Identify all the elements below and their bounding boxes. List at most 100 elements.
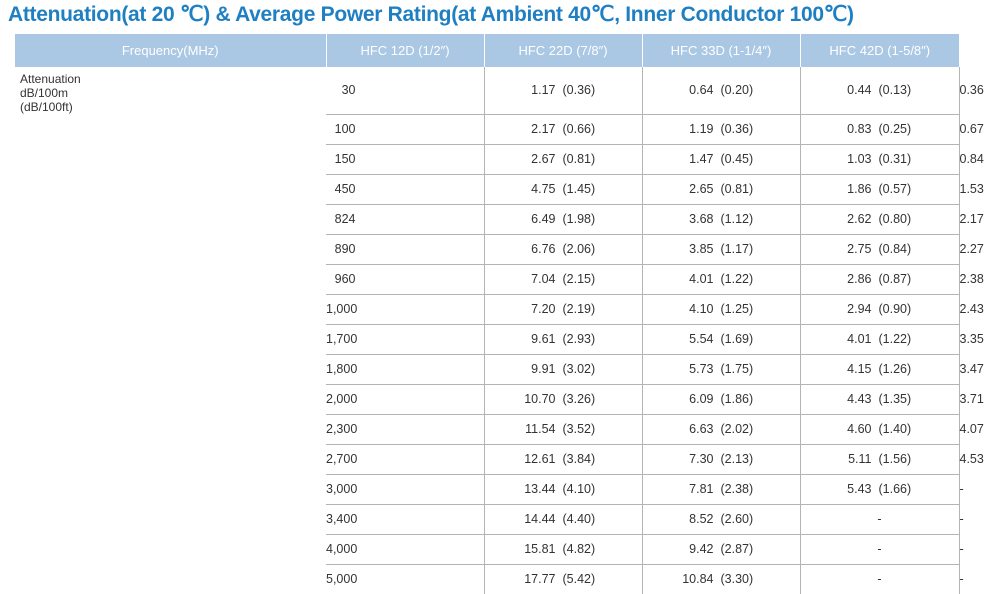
row-label-cell xyxy=(15,414,326,444)
value-cell-hfc-33d: - xyxy=(799,504,959,535)
table-row: 4,000 15.81 (4.82) 9.42 (2.87) - - xyxy=(15,534,964,565)
attenuation-db-per-100m: 7.04 xyxy=(531,272,556,286)
column-header-hfc-12d: HFC 12D (1/2″) xyxy=(326,34,485,67)
frequency-cell: 100 xyxy=(326,114,484,145)
attenuation-db-per-100m: 1.53 xyxy=(959,182,984,196)
frequency-cell: 824 xyxy=(326,204,484,235)
column-header-hfc-33d: HFC 33D (1-1/4″) xyxy=(642,34,801,67)
row-label-line-unit-metric: dB/100m xyxy=(20,86,69,100)
attenuation-db-per-100ft: (3.30) xyxy=(720,572,754,587)
row-label-cell: Attenuation dB/100m (dB/100ft) xyxy=(15,67,326,114)
attenuation-db-per-100m: 0.36 xyxy=(959,83,984,98)
attenuation-db-per-100m: 5.73 xyxy=(689,362,714,376)
row-label-cell xyxy=(15,234,326,264)
attenuation-db-per-100ft: (1.22) xyxy=(720,272,754,286)
frequency-cell: 890 xyxy=(326,234,484,265)
frequency-cell: 3,000 xyxy=(326,474,484,505)
value-cell-hfc-12d: 7.20 (2.19) xyxy=(483,294,642,325)
table-row: 8246.49(1.98)3.68(1.12)2.62(0.80)2.17(0.… xyxy=(15,204,984,235)
row-label-cell xyxy=(15,564,326,594)
attenuation-db-per-100ft: (2.06) xyxy=(562,242,596,256)
value-cell-hfc-33d: 2.86 (0.87) xyxy=(799,264,959,295)
attenuation-db-per-100ft: (3.84) xyxy=(562,452,596,466)
attenuation-db-per-100ft: (2.13) xyxy=(720,452,754,466)
attenuation-db-per-100m: 0.83 xyxy=(847,122,872,136)
attenuation-db-per-100m: 2.75 xyxy=(847,242,872,256)
table-row: 2,000 10.70 (3.26) 6.09 (1.86) 4.43 (1.35) 3.71… xyxy=(15,384,984,415)
attenuation-db-per-100m: 4.75 xyxy=(531,182,556,196)
value-cell-hfc-33d: 5.11 (1.56) xyxy=(799,444,959,475)
value-cell-hfc-12d: 12.61 (3.84) xyxy=(483,444,642,475)
value-cell-hfc-22d: 4.10 (1.25) xyxy=(641,294,800,325)
attenuation-db-per-100m: 2.65 xyxy=(689,182,714,196)
attenuation-db-per-100ft: (1.69) xyxy=(720,332,754,346)
row-label-cell xyxy=(15,474,326,504)
value-cell-hfc-33d: 5.43 (1.66) xyxy=(799,474,959,505)
row-label-cell xyxy=(15,264,326,294)
table-row: 1002.17(0.66)1.19(0.36)0.83(0.25)0.67(0.… xyxy=(15,114,984,145)
not-available-dash: - xyxy=(877,572,882,587)
row-label-line-attenuation: Attenuation xyxy=(20,72,81,86)
attenuation-db-per-100ft: (2.38) xyxy=(720,482,754,496)
attenuation-db-per-100m: 12.61 xyxy=(524,452,556,466)
frequency-cell: 1,700 xyxy=(326,324,484,355)
value-cell-hfc-12d: 17.77 (5.42) xyxy=(483,564,642,594)
attenuation-db-per-100m: 3.68 xyxy=(689,212,714,226)
attenuation-db-per-100m: 3.47 xyxy=(959,362,984,376)
attenuation-db-per-100ft: (2.87) xyxy=(720,542,754,556)
row-label-cell xyxy=(15,444,326,474)
value-cell-hfc-22d: 3.68 (1.12) xyxy=(641,204,800,235)
table-header-row: Frequency(MHz) HFC 12D (1/2″) HFC 22D (7… xyxy=(15,34,959,67)
row-label-cell xyxy=(15,504,326,534)
frequency-cell: 2,700 xyxy=(326,444,484,475)
attenuation-db-per-100m: 2.17 xyxy=(531,122,556,136)
value-cell-hfc-12d: 13.44 (4.10) xyxy=(483,474,642,505)
attenuation-db-per-100m: 1.17 xyxy=(531,83,556,98)
value-cell-hfc-22d: 9.42 (2.87) xyxy=(641,534,800,565)
attenuation-db-per-100m: 13.44 xyxy=(524,482,556,496)
column-header-hfc-42d: HFC 42D (1-5/8″) xyxy=(800,34,959,67)
column-header-frequency: Frequency(MHz) xyxy=(15,34,327,67)
value-cell-hfc-33d: 2.75 (0.84) xyxy=(799,234,959,265)
value-cell-hfc-33d: 4.01 (1.22) xyxy=(799,324,959,355)
table-row: 5,000 17.77 (5.42) 10.84 (3.30) - - xyxy=(15,564,964,594)
attenuation-db-per-100ft: (1.35) xyxy=(878,392,912,406)
attenuation-db-per-100m: 7.81 xyxy=(689,482,714,496)
attenuation-db-per-100ft: (5.42) xyxy=(562,572,596,587)
attenuation-db-per-100ft: (0.66) xyxy=(562,122,596,136)
value-cell-hfc-22d: 10.84 (3.30) xyxy=(641,564,800,594)
attenuation-db-per-100ft: (0.81) xyxy=(720,182,754,196)
value-cell-hfc-12d: 1.17 (0.36) xyxy=(483,67,642,115)
attenuation-db-per-100ft: (1.17) xyxy=(720,242,754,256)
not-available-dash: - xyxy=(877,542,882,556)
value-cell-hfc-33d: 0.44 (0.13) xyxy=(799,67,959,115)
value-cell-hfc-22d: 4.01 (1.22) xyxy=(641,264,800,295)
row-label-cell xyxy=(15,174,326,204)
value-cell-hfc-22d: 7.30 (2.13) xyxy=(641,444,800,475)
attenuation-db-per-100m: 6.76 xyxy=(531,242,556,256)
value-cell-hfc-12d: 10.70 (3.26) xyxy=(483,384,642,415)
attenuation-db-per-100m: 9.42 xyxy=(689,542,714,556)
attenuation-db-per-100m: 1.03 xyxy=(847,152,872,166)
attenuation-db-per-100m: 3.71 xyxy=(959,392,984,406)
attenuation-db-per-100m: 17.77 xyxy=(524,572,556,587)
attenuation-db-per-100ft: (1.98) xyxy=(562,212,596,226)
table-row: 1,0007.20(2.19)4.10(1.25)2.94(0.90)2.43(… xyxy=(15,294,984,325)
value-cell-hfc-33d: 2.94 (0.90) xyxy=(799,294,959,325)
table-row: Attenuation dB/100m (dB/100ft) 30 1.17 (0.36)… xyxy=(15,67,984,115)
value-cell-hfc-33d: 1.03 (0.31) xyxy=(799,144,959,175)
attenuation-db-per-100m: 4.01 xyxy=(689,272,714,286)
attenuation-db-per-100ft: (0.36) xyxy=(562,83,596,98)
value-cell-hfc-22d: 5.73 (1.75) xyxy=(641,354,800,385)
attenuation-db-per-100ft: (0.90) xyxy=(878,302,912,316)
value-cell-hfc-12d: 9.91 (3.02) xyxy=(483,354,642,385)
attenuation-db-per-100m: 11.54 xyxy=(525,422,556,436)
attenuation-db-per-100ft: (1.45) xyxy=(562,182,596,196)
frequency-cell: 1,800 xyxy=(326,354,484,385)
value-cell-hfc-22d: 0.64 (0.20) xyxy=(641,67,800,115)
row-label-cell xyxy=(15,294,326,324)
row-label-cell xyxy=(15,324,326,354)
attenuation-db-per-100m: 0.44 xyxy=(847,83,872,98)
attenuation-db-per-100ft: (4.10) xyxy=(562,482,596,496)
attenuation-db-per-100ft: (1.40) xyxy=(878,422,912,436)
